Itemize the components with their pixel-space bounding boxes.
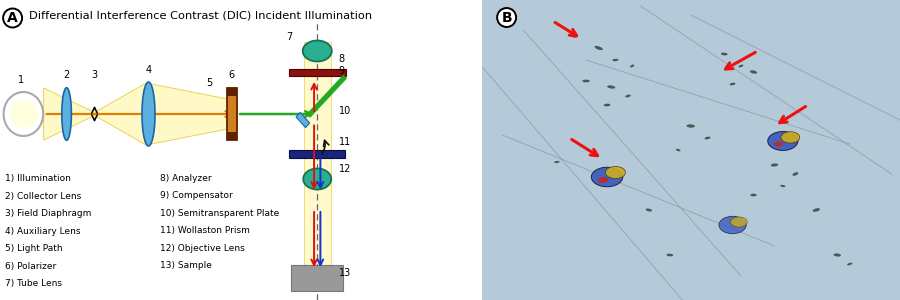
Ellipse shape <box>768 131 798 150</box>
Text: 1) Illumination: 1) Illumination <box>5 174 71 183</box>
Ellipse shape <box>606 167 626 178</box>
Ellipse shape <box>770 164 778 166</box>
Ellipse shape <box>687 124 695 128</box>
Ellipse shape <box>730 83 735 85</box>
Text: 2: 2 <box>64 70 69 80</box>
Bar <box>227 88 237 96</box>
Text: 8: 8 <box>338 55 345 64</box>
Bar <box>227 88 237 140</box>
Ellipse shape <box>721 52 727 56</box>
Ellipse shape <box>774 141 783 147</box>
Ellipse shape <box>554 161 560 163</box>
Text: 7) Tube Lens: 7) Tube Lens <box>5 279 62 288</box>
Text: 13: 13 <box>338 268 351 278</box>
Polygon shape <box>142 82 155 146</box>
Ellipse shape <box>781 132 800 143</box>
Bar <box>290 150 346 158</box>
Polygon shape <box>302 40 332 61</box>
Text: 9: 9 <box>338 66 345 76</box>
Ellipse shape <box>751 194 757 196</box>
Ellipse shape <box>667 254 673 256</box>
Text: 5) Light Path: 5) Light Path <box>5 244 63 253</box>
Text: 13) Sample: 13) Sample <box>160 262 212 271</box>
Text: 12) Objective Lens: 12) Objective Lens <box>160 244 245 253</box>
Ellipse shape <box>9 100 38 128</box>
Text: 8) Analyzer: 8) Analyzer <box>160 174 212 183</box>
Ellipse shape <box>847 262 852 266</box>
Ellipse shape <box>645 208 652 211</box>
Ellipse shape <box>731 217 747 227</box>
Ellipse shape <box>833 254 841 256</box>
Ellipse shape <box>813 208 820 212</box>
Polygon shape <box>44 83 238 145</box>
Bar <box>227 132 237 140</box>
Text: 11: 11 <box>338 137 351 147</box>
Text: 5: 5 <box>206 79 212 88</box>
Text: 6: 6 <box>229 70 235 80</box>
Text: B: B <box>501 11 512 25</box>
Ellipse shape <box>595 46 603 50</box>
Ellipse shape <box>750 70 757 74</box>
Text: 1: 1 <box>18 75 24 85</box>
Text: 3) Field Diaphragm: 3) Field Diaphragm <box>5 209 92 218</box>
Ellipse shape <box>676 149 680 151</box>
Text: 9) Compensator: 9) Compensator <box>160 191 232 200</box>
Ellipse shape <box>591 167 623 187</box>
Ellipse shape <box>739 65 743 67</box>
Ellipse shape <box>598 177 608 183</box>
Text: 4: 4 <box>146 65 151 75</box>
Text: 6) Polarizer: 6) Polarizer <box>5 262 57 271</box>
Ellipse shape <box>630 64 634 68</box>
Text: A: A <box>7 11 18 25</box>
Ellipse shape <box>792 172 798 176</box>
Polygon shape <box>62 88 71 140</box>
Polygon shape <box>303 169 331 190</box>
Text: 12: 12 <box>338 164 351 173</box>
Text: 10: 10 <box>338 106 351 116</box>
Ellipse shape <box>582 80 590 82</box>
Ellipse shape <box>705 136 710 140</box>
Polygon shape <box>296 112 310 128</box>
Ellipse shape <box>719 216 746 234</box>
Ellipse shape <box>626 94 631 98</box>
Bar <box>304 43 331 291</box>
Ellipse shape <box>604 103 610 106</box>
Text: 11) Wollaston Prism: 11) Wollaston Prism <box>160 226 249 236</box>
Text: 4) Auxiliary Lens: 4) Auxiliary Lens <box>5 226 81 236</box>
Ellipse shape <box>570 34 577 38</box>
Bar <box>292 265 343 291</box>
Text: 10) Semitransparent Plate: 10) Semitransparent Plate <box>160 209 279 218</box>
Ellipse shape <box>608 85 616 88</box>
Ellipse shape <box>612 59 618 61</box>
Ellipse shape <box>780 185 786 187</box>
Text: 7: 7 <box>286 32 292 42</box>
Text: 2) Collector Lens: 2) Collector Lens <box>5 191 82 200</box>
Text: 3: 3 <box>92 70 97 80</box>
Text: Differential Interference Contrast (DIC) Incident Illumination: Differential Interference Contrast (DIC)… <box>30 11 373 21</box>
Bar <box>289 69 346 76</box>
